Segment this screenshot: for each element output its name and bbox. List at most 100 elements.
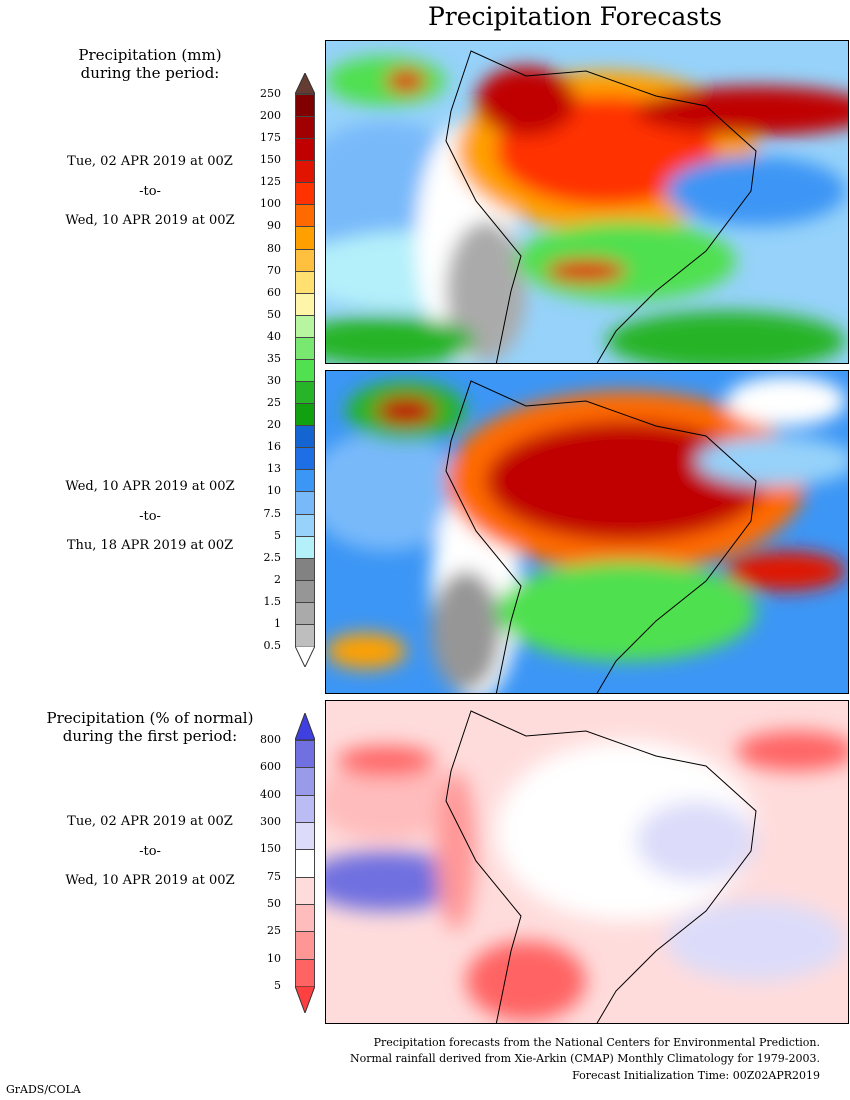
colorbar-box xyxy=(295,204,315,228)
heading-line: Precipitation (mm) xyxy=(78,46,222,64)
colorbar-tick-label: 150 xyxy=(260,153,281,167)
colorbar-tick-label: 800 xyxy=(260,733,281,746)
colorbar-box xyxy=(295,822,315,851)
colorbar-box xyxy=(295,469,315,493)
colorbar-box xyxy=(295,904,315,933)
panel1-end: Wed, 10 APR 2019 at 00Z xyxy=(65,213,235,228)
colorbar-tick-label: 80 xyxy=(267,241,281,255)
colorbar-tick-label: 125 xyxy=(260,175,281,189)
colorbar-box xyxy=(295,931,315,960)
colorbar-box xyxy=(295,958,315,987)
colorbar-tick-label: 0.5 xyxy=(263,639,282,652)
colorbar-tick-label: 60 xyxy=(267,285,281,299)
continent-outline xyxy=(445,710,757,1023)
colorbar-tick-label: 25 xyxy=(267,396,281,410)
percent-colorbar: 800 600 400 300 150 75 50 25 10 5 xyxy=(260,713,315,1013)
colorbar-tick-label: 13 xyxy=(267,462,281,476)
colorbar-box xyxy=(295,292,315,316)
colorbar-tick-label: 40 xyxy=(267,329,281,343)
panel1-sep: -to- xyxy=(139,184,161,199)
colorbar-tick-label: 70 xyxy=(267,263,281,277)
colorbar-tick-label: 400 xyxy=(260,787,281,801)
continent-outline xyxy=(445,380,757,693)
colorbar-box xyxy=(295,160,315,184)
colorbar-box xyxy=(295,849,315,878)
colorbar-tick-label: 150 xyxy=(260,842,281,856)
panel3-start: Tue, 02 APR 2019 at 00Z xyxy=(67,814,233,829)
underflow-triangle xyxy=(295,646,315,667)
colorbar-tick-label: 100 xyxy=(260,197,281,211)
colorbar-box xyxy=(295,767,315,796)
colorbar-tick-label: 30 xyxy=(267,374,281,388)
credit-label: GrADS/COLA xyxy=(6,1083,81,1096)
colorbar-tick-label: 16 xyxy=(267,440,281,454)
colorbar-box xyxy=(295,425,315,449)
colorbar-box xyxy=(295,447,315,471)
colorbar-box xyxy=(295,557,315,581)
colorbar-box xyxy=(295,381,315,405)
colorbar-box xyxy=(295,116,315,140)
panel3-heading: Precipitation (% of normal) during the f… xyxy=(30,709,270,745)
map-field xyxy=(326,50,848,363)
colorbar-tick-label: 2.5 xyxy=(263,550,282,564)
percent-normal-map xyxy=(325,700,849,1024)
colorbar-tick-label: 50 xyxy=(267,307,281,321)
heading-line: during the period: xyxy=(80,64,220,82)
colorbar-tick-label: 1.5 xyxy=(263,594,282,608)
colorbar-tick-label: 10 xyxy=(267,484,281,498)
panel2-end: Thu, 18 APR 2019 at 00Z xyxy=(66,538,234,553)
overflow-triangle xyxy=(295,713,315,740)
colorbar-tick-label: 75 xyxy=(267,869,281,883)
colorbar-box xyxy=(295,740,315,769)
colorbar-box xyxy=(295,182,315,206)
colorbar-box xyxy=(295,138,315,162)
colorbar-box xyxy=(295,94,315,118)
colorbar-tick-label: 7.5 xyxy=(263,506,282,520)
panel1-start: Tue, 02 APR 2019 at 00Z xyxy=(67,154,233,169)
panel1-heading: Precipitation (mm) during the period: xyxy=(40,46,260,82)
colorbar-tick-label: 600 xyxy=(260,760,281,774)
colorbar-box xyxy=(295,623,315,647)
colorbar-box xyxy=(295,513,315,537)
colorbar-tick-label: 250 xyxy=(260,87,281,100)
colorbar-tick-label: 90 xyxy=(267,219,281,233)
colorbar-tick-label: 1 xyxy=(274,616,281,630)
colorbar-box xyxy=(295,336,315,360)
overflow-triangle xyxy=(295,73,315,94)
colorbar-tick-label: 5 xyxy=(274,979,281,992)
map-field xyxy=(326,710,848,1023)
colorbar-box xyxy=(295,248,315,272)
colorbar-box xyxy=(295,876,315,905)
heading-line: Precipitation (% of normal) xyxy=(46,709,254,727)
panel3-sep: -to- xyxy=(139,844,161,859)
footer-line3: Forecast Initialization Time: 00Z02APR20… xyxy=(572,1069,820,1082)
precip-colorbar: 250 200 175 150 125 100 90 80 70 60 50 40 35 30 25 20 16… xyxy=(260,73,315,667)
colorbar-tick-label: 5 xyxy=(274,528,281,542)
heading-line: during the first period: xyxy=(62,727,238,745)
colorbar-tick-label: 20 xyxy=(267,418,281,432)
colorbar-box xyxy=(295,270,315,294)
precip-map-period2 xyxy=(325,370,849,694)
colorbar-box xyxy=(295,601,315,625)
colorbar-tick-label: 50 xyxy=(267,897,281,910)
footer-line1: Precipitation forecasts from the Nationa… xyxy=(373,1036,820,1049)
colorbar-tick-label: 10 xyxy=(267,951,281,965)
colorbar-tick-label: 200 xyxy=(260,109,281,123)
colorbar-tick-label: 35 xyxy=(267,351,281,365)
map-field xyxy=(326,376,848,693)
underflow-triangle xyxy=(295,986,315,1013)
panel2-start: Wed, 10 APR 2019 at 00Z xyxy=(65,479,235,494)
colorbar-box xyxy=(295,314,315,338)
colorbar-tick-label: 175 xyxy=(260,131,281,145)
panel2-sep: -to- xyxy=(139,509,161,524)
panel3-end: Wed, 10 APR 2019 at 00Z xyxy=(65,873,235,888)
colorbar-box xyxy=(295,794,315,823)
colorbar-tick-label: 2 xyxy=(274,572,281,586)
continent-outline xyxy=(445,50,757,363)
colorbar-box xyxy=(295,535,315,559)
colorbar-tick-label: 25 xyxy=(267,924,281,938)
colorbar-tick-label: 300 xyxy=(260,815,281,828)
page-title: Precipitation Forecasts xyxy=(427,2,723,31)
precip-map-period1 xyxy=(325,40,849,364)
